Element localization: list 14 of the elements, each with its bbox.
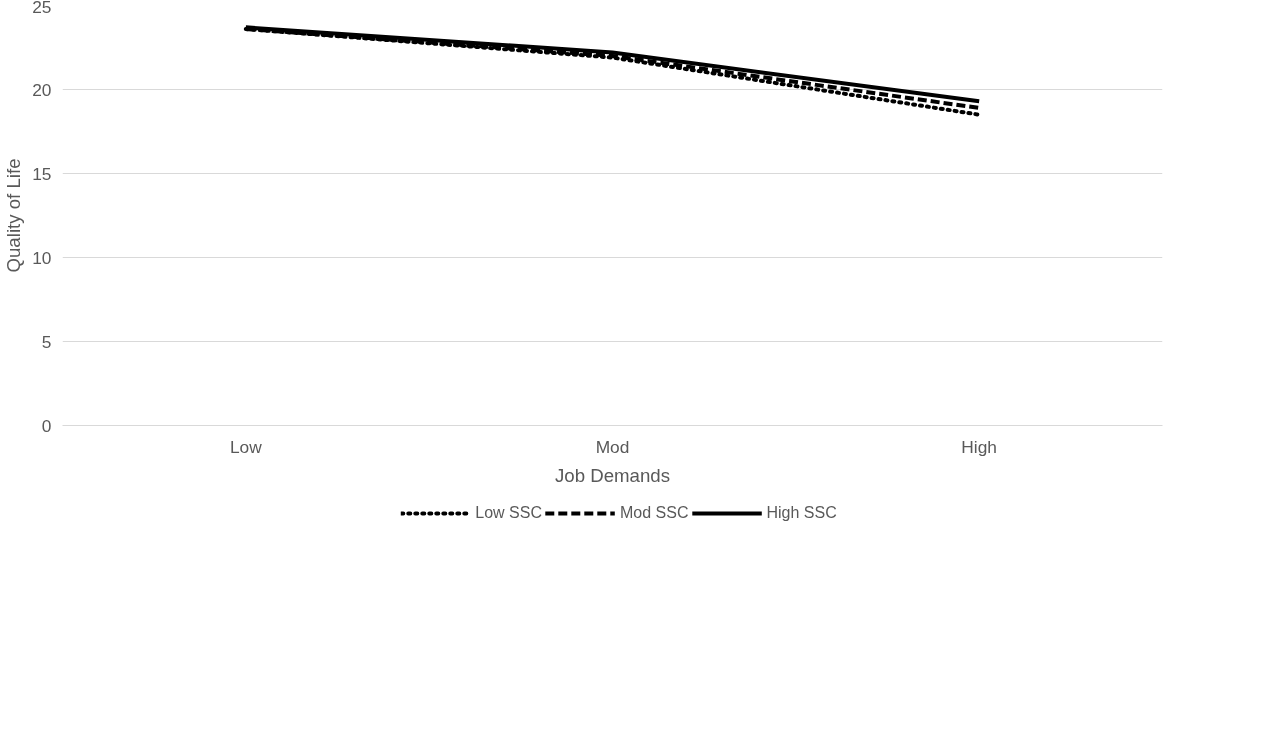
y-tick-label: 5 xyxy=(41,331,52,352)
legend-label: High SSC xyxy=(766,504,837,522)
y-tick-label: 25 xyxy=(32,0,52,17)
legend-label: Low SSC xyxy=(475,504,542,522)
y-tick-label: 0 xyxy=(41,415,52,436)
x-tick-label: High xyxy=(961,436,997,457)
y-tick-label: 10 xyxy=(32,247,52,268)
y-axis-title: Quality of Life xyxy=(3,158,25,273)
x-tick-label: Low xyxy=(229,436,263,457)
legend-label: Mod SSC xyxy=(619,504,689,522)
y-tick-label: 15 xyxy=(32,163,52,184)
x-axis-title: Job Demands xyxy=(554,464,671,486)
y-tick-label: 20 xyxy=(32,79,52,100)
x-tick-label: Mod xyxy=(595,436,630,457)
